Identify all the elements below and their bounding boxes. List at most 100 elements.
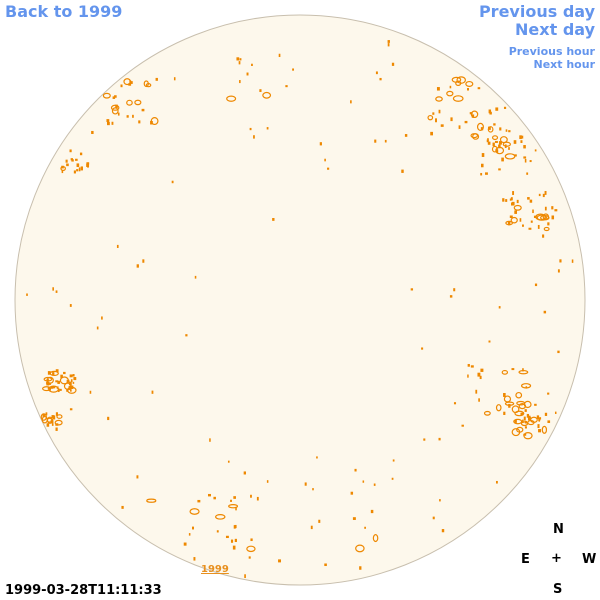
magnetic-feature <box>65 159 68 163</box>
magnetic-feature <box>446 90 454 97</box>
magnetic-feature <box>73 377 77 381</box>
compass-south: S <box>553 582 563 597</box>
magnetic-feature <box>46 416 54 424</box>
magnetic-feature <box>519 218 522 222</box>
magnetic-feature <box>230 539 234 543</box>
magnetic-feature <box>78 167 81 172</box>
magnetic-feature <box>547 420 551 423</box>
magnetic-feature <box>374 139 377 143</box>
previous-hour-link[interactable]: Previous hour <box>508 45 595 58</box>
magnetic-feature <box>537 224 540 229</box>
magnetic-feature <box>525 386 528 389</box>
magnetic-feature <box>46 381 50 386</box>
magnetic-feature <box>493 123 496 126</box>
magnetic-feature <box>209 438 211 442</box>
magnetic-feature <box>467 88 469 91</box>
magnetic-feature <box>130 81 133 84</box>
magnetic-feature <box>438 109 441 114</box>
magnetic-feature <box>111 107 119 115</box>
magnetic-feature <box>543 310 547 314</box>
magnetic-feature <box>559 259 562 263</box>
magnetic-feature <box>71 159 74 162</box>
magnetic-feature <box>226 95 237 102</box>
magnetic-feature <box>513 204 522 211</box>
observation-timestamp: 1999-03-28T11:11:33 <box>5 583 162 598</box>
magnetic-feature <box>544 206 547 211</box>
back-to-year-link[interactable]: Back to 1999 <box>5 2 123 21</box>
magnetic-feature <box>318 519 321 523</box>
compass-west: W <box>582 552 597 567</box>
magnetic-feature <box>471 114 475 118</box>
magnetic-feature <box>512 201 515 206</box>
next-hour-link[interactable]: Next hour <box>533 58 596 71</box>
magnetic-feature <box>481 163 484 168</box>
magnetic-feature <box>464 120 468 124</box>
next-day-link[interactable]: Next day <box>515 20 595 39</box>
magnetic-feature <box>227 460 230 463</box>
magnetic-feature <box>173 77 176 81</box>
magnetic-feature <box>239 80 241 84</box>
previous-day-link[interactable]: Previous day <box>478 2 595 21</box>
magnetic-feature <box>248 556 251 559</box>
magnetic-feature <box>55 369 59 373</box>
magnetic-feature <box>404 134 408 137</box>
magnetic-feature <box>114 95 117 98</box>
magnetic-feature <box>266 127 269 130</box>
year-link[interactable]: 1999 <box>201 564 229 575</box>
magnetic-feature <box>61 170 64 174</box>
magnetic-feature <box>236 57 240 61</box>
magnetic-feature <box>117 112 120 116</box>
magnetic-feature <box>43 376 53 382</box>
magnetic-feature <box>387 43 390 47</box>
magnetic-feature <box>509 215 513 219</box>
magnetic-feature <box>436 87 440 91</box>
magnetic-feature <box>42 413 46 418</box>
magnetic-feature <box>480 127 484 131</box>
magnetic-feature <box>69 374 73 378</box>
magnetic-feature <box>503 395 512 403</box>
magnetic-feature <box>391 477 394 480</box>
magnetic-feature <box>423 438 426 441</box>
magnetic-feature <box>207 493 211 497</box>
magnetic-feature <box>487 126 494 133</box>
magnetic-feature <box>508 147 510 150</box>
magnetic-feature <box>225 535 229 539</box>
magnetic-feature <box>524 409 527 412</box>
magnetic-feature <box>518 402 527 410</box>
magnetic-feature <box>537 424 540 429</box>
magnetic-feature <box>132 114 134 118</box>
magnetic-feature <box>304 482 307 486</box>
magnetic-feature <box>494 140 498 143</box>
magnetic-feature <box>483 410 491 416</box>
magnetic-feature <box>91 130 94 135</box>
magnetic-feature <box>292 68 295 71</box>
magnetic-feature <box>51 423 54 426</box>
magnetic-feature <box>534 403 537 406</box>
magnetic-feature <box>55 427 58 431</box>
magnetic-feature <box>49 370 59 377</box>
magnetic-feature <box>392 459 395 462</box>
magnetic-feature <box>379 77 382 81</box>
magnetic-feature <box>491 135 499 141</box>
magnetic-feature <box>453 402 457 405</box>
magnetic-feature <box>250 494 252 498</box>
magnetic-feature <box>188 533 191 536</box>
magnetic-feature <box>183 542 187 546</box>
magnetic-feature <box>228 504 239 509</box>
magnetic-feature <box>441 529 445 533</box>
magnetic-feature <box>527 197 530 200</box>
magnetic-feature <box>216 530 219 533</box>
magnetic-feature <box>524 426 527 429</box>
magnetic-feature <box>128 83 132 86</box>
magnetic-feature <box>523 433 527 436</box>
magnetic-feature <box>502 198 505 202</box>
magnetic-feature <box>259 89 262 92</box>
magnetic-feature <box>55 380 59 383</box>
magnetic-feature <box>197 499 201 503</box>
magnetic-feature <box>516 199 519 204</box>
magnetic-feature <box>364 526 366 529</box>
magnetic-feature <box>528 415 531 419</box>
magnetic-feature <box>69 304 72 307</box>
magnetic-feature <box>55 290 58 293</box>
